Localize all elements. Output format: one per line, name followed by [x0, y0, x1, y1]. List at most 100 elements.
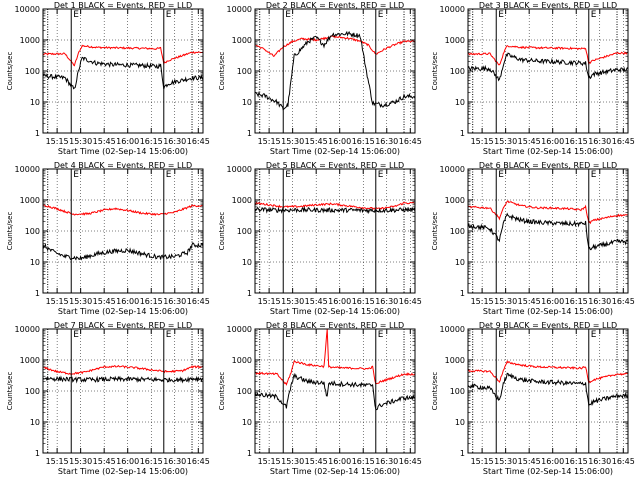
x-tick-label: 16:00: [116, 137, 139, 146]
panel-title: Det 5 BLACK = Events, RED = LLD: [266, 161, 404, 170]
y-tick-label: 10: [455, 258, 465, 267]
red-series-line: [43, 364, 204, 375]
x-tick-label: 16:15: [565, 457, 588, 466]
x-tick-label: 15:15: [258, 457, 281, 466]
y-tick-label: 10000: [227, 165, 252, 174]
y-axis-label: Counts/sec: [218, 52, 226, 91]
black-series-line: [467, 212, 629, 251]
y-tick-label: 1000: [232, 196, 252, 205]
interval-marker-label: E: [166, 170, 172, 180]
red-series-line: [467, 44, 629, 66]
x-tick-label: 16:00: [116, 457, 139, 466]
x-tick-label: 16:00: [541, 137, 564, 146]
x-axis-label: Start Time (02-Sep-14 15:06:00): [58, 147, 188, 156]
x-tick-label: 16:30: [375, 137, 398, 146]
panel-title: Det 2 BLACK = Events, RED = LLD: [266, 1, 404, 10]
y-tick-label: 100: [237, 387, 252, 396]
panel-title: Det 9 BLACK = Events, RED = LLD: [479, 321, 617, 330]
y-tick-label: 100: [450, 67, 465, 76]
interval-marker-label: E: [378, 170, 384, 180]
black-series-line: [42, 242, 204, 261]
y-tick-label: 1000: [20, 356, 40, 365]
x-tick-label: 16:45: [187, 457, 210, 466]
y-tick-label: 10: [242, 258, 252, 267]
y-tick-label: 10: [30, 98, 40, 107]
y-tick-label: 10: [455, 98, 465, 107]
y-tick-label: 10: [242, 418, 252, 427]
interval-marker-label: E: [498, 330, 504, 340]
y-axis-label: Counts/sec: [6, 372, 14, 411]
y-tick-label: 10000: [440, 325, 465, 334]
x-tick-label: 15:45: [518, 137, 541, 146]
x-tick-label: 15:30: [69, 457, 92, 466]
y-tick-label: 1000: [232, 356, 252, 365]
interval-marker-label: E: [166, 330, 172, 340]
x-tick-label: 15:30: [69, 297, 92, 306]
x-axis-label: Start Time (02-Sep-14 15:06:00): [58, 467, 188, 476]
y-tick-label: 1000: [232, 36, 252, 45]
interval-marker-label: E: [285, 10, 291, 20]
x-tick-label: 15:45: [93, 297, 116, 306]
x-axis-label: Start Time (02-Sep-14 15:06:00): [483, 467, 613, 476]
interval-marker-label: E: [591, 170, 597, 180]
x-tick-label: 16:00: [328, 457, 351, 466]
interval-marker-label: E: [591, 10, 597, 20]
x-tick-label: 15:30: [281, 137, 304, 146]
y-tick-label: 1: [35, 449, 40, 458]
x-tick-label: 16:45: [399, 137, 422, 146]
x-tick-label: 15:45: [305, 137, 328, 146]
x-tick-label: 15:30: [494, 297, 517, 306]
red-series-line: [42, 203, 203, 217]
x-tick-label: 16:30: [163, 457, 186, 466]
black-series-line: [42, 375, 204, 384]
panel-title: Det 4 BLACK = Events, RED = LLD: [54, 161, 192, 170]
interval-marker-label: E: [73, 330, 79, 340]
x-tick-label: 16:30: [163, 297, 186, 306]
interval-marker-label: E: [73, 170, 79, 180]
interval-marker-label: E: [378, 10, 384, 20]
x-tick-label: 16:00: [541, 297, 564, 306]
y-tick-label: 10: [242, 98, 252, 107]
panel-title: Det 8 BLACK = Events, RED = LLD: [266, 321, 404, 330]
y-tick-label: 100: [237, 67, 252, 76]
panel-title: Det 3 BLACK = Events, RED = LLD: [479, 1, 617, 10]
x-tick-label: 15:15: [46, 137, 69, 146]
interval-marker-label: E: [285, 170, 291, 180]
red-series-line: [254, 35, 415, 58]
panel-title: Det 1 BLACK = Events, RED = LLD: [54, 1, 192, 10]
x-tick-label: 15:30: [494, 457, 517, 466]
x-tick-label: 16:45: [612, 457, 635, 466]
y-tick-label: 10000: [227, 325, 252, 334]
y-tick-label: 10000: [15, 325, 40, 334]
x-tick-label: 16:00: [328, 137, 351, 146]
x-axis-label: Start Time (02-Sep-14 15:06:00): [270, 147, 400, 156]
black-series-line: [254, 205, 416, 215]
y-axis-label: Counts/sec: [218, 372, 226, 411]
red-series-line: [254, 201, 415, 210]
red-series-line: [467, 360, 629, 385]
y-tick-label: 10: [30, 258, 40, 267]
x-tick-label: 16:45: [612, 297, 635, 306]
y-tick-label: 10000: [227, 5, 252, 14]
y-tick-label: 100: [25, 227, 40, 236]
x-tick-label: 15:30: [494, 137, 517, 146]
x-tick-label: 16:15: [140, 297, 163, 306]
x-tick-label: 15:15: [258, 297, 281, 306]
x-tick-label: 16:30: [588, 457, 611, 466]
black-series-line: [467, 52, 629, 82]
y-axis-label: Counts/sec: [218, 212, 226, 251]
x-tick-label: 16:45: [187, 297, 210, 306]
y-tick-label: 1: [247, 449, 252, 458]
y-tick-label: 1000: [445, 196, 465, 205]
y-axis-label: Counts/sec: [431, 372, 439, 411]
x-tick-label: 16:45: [399, 297, 422, 306]
x-tick-label: 16:30: [163, 137, 186, 146]
y-tick-label: 10000: [15, 5, 40, 14]
x-tick-label: 15:30: [281, 457, 304, 466]
